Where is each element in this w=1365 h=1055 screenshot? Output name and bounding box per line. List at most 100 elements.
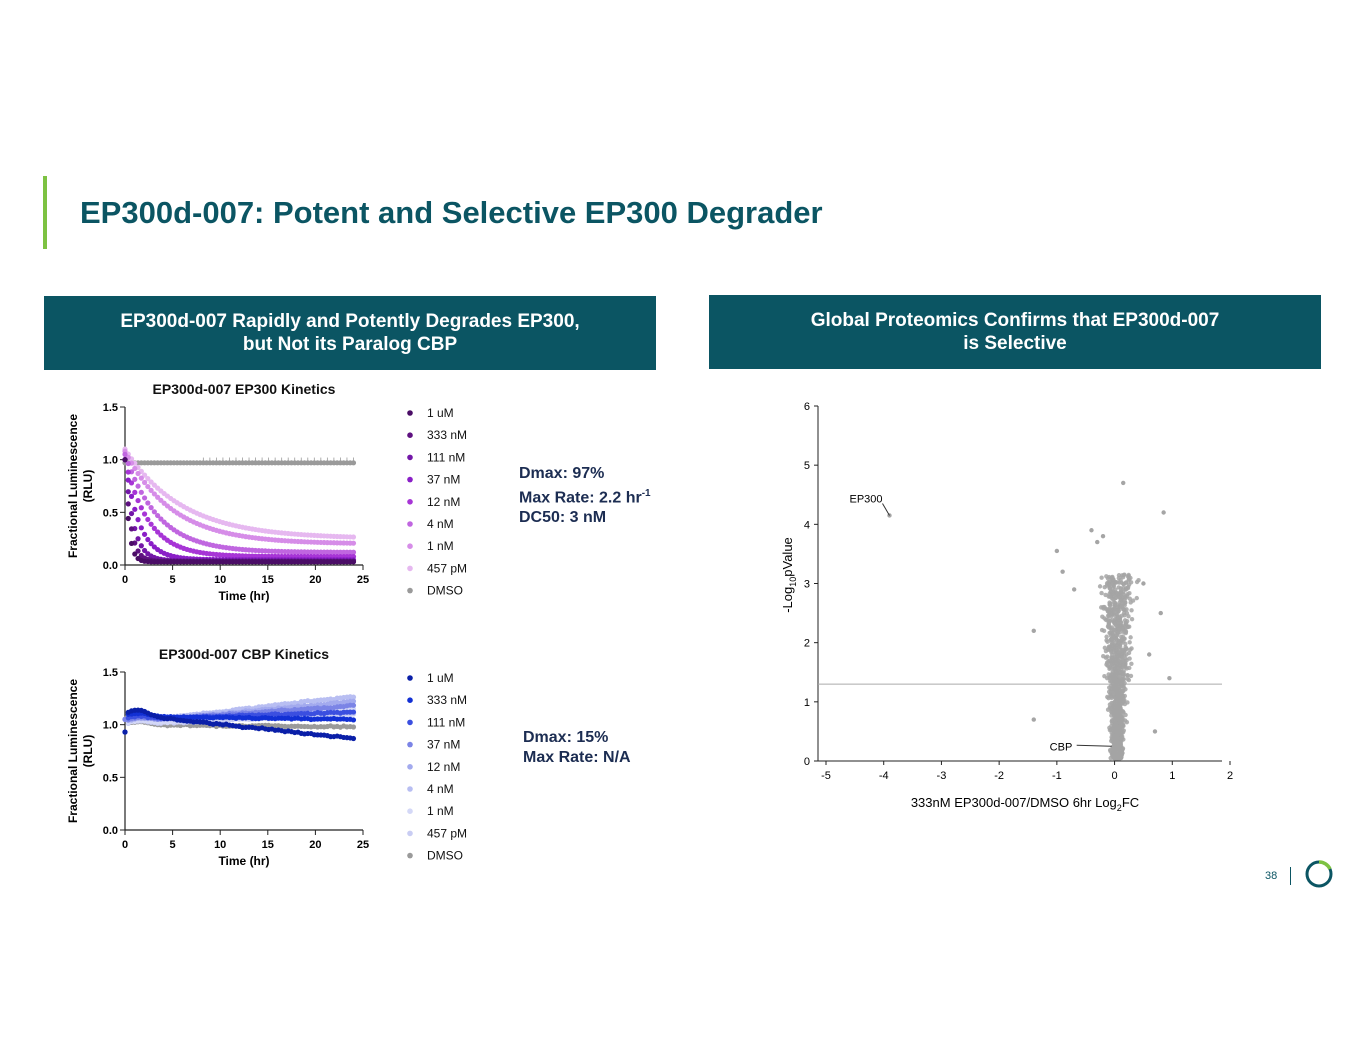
protein-point (1104, 634, 1109, 639)
x-axis-label: 333nM EP300d-007/DMSO 6hr Log2FC (911, 795, 1139, 813)
protein-point (1108, 589, 1113, 595)
data-point (141, 472, 148, 478)
x-tick-label: -5 (821, 770, 831, 782)
x-tick-label: 2 (1227, 770, 1233, 782)
y-tick-label: 0.5 (103, 507, 118, 519)
right-header-line2: is Selective (963, 333, 1067, 354)
data-point (132, 551, 138, 557)
data-point (122, 729, 128, 735)
data-point (151, 525, 157, 531)
legend-marker (407, 587, 413, 594)
protein-point (1104, 638, 1109, 643)
protein-point (1167, 675, 1172, 681)
x-axis-label: Time (hr) (218, 854, 269, 868)
protein-point (1113, 595, 1118, 601)
left-header-line2: but Not its Paralog CBP (242, 334, 458, 355)
chart-title: EP300d-007 CBP Kinetics (159, 646, 329, 662)
protein-point (1116, 687, 1122, 693)
data-point (148, 505, 154, 511)
cbp-label: CBP (1050, 741, 1073, 753)
protein-point (1141, 581, 1146, 586)
legend-label: 37 nM (427, 738, 460, 752)
y-tick-label: 3 (804, 579, 810, 591)
data-point (155, 494, 161, 500)
legend-label: 1 uM (427, 406, 454, 420)
protein-point (1071, 587, 1077, 592)
protein-point (1116, 585, 1121, 590)
data-point (350, 460, 357, 466)
legend-label: 12 nM (427, 495, 460, 509)
page-number-divider (1290, 867, 1291, 885)
protein-point (1114, 734, 1120, 740)
legend-marker (407, 786, 413, 792)
x-tick-label: 0 (1112, 770, 1118, 782)
legend-marker (407, 454, 413, 461)
protein-point (1031, 628, 1036, 634)
legend-marker (407, 808, 413, 814)
protein-point (1147, 652, 1152, 657)
protein-point (1097, 584, 1103, 589)
x-tick-label: 15 (262, 839, 274, 851)
protein-point (1128, 673, 1134, 679)
cbp-stats: Dmax: 15% Max Rate: N/A (523, 728, 631, 768)
protein-point (1107, 702, 1113, 707)
protein-point (1095, 539, 1100, 545)
legend-label: 1 nM (427, 804, 454, 818)
data-point (350, 694, 357, 700)
protein-point (1119, 604, 1125, 609)
data-point (135, 483, 141, 489)
x-tick-label: 15 (262, 574, 274, 586)
x-tick-label: 5 (170, 839, 176, 851)
data-point (125, 501, 131, 507)
legend-label: 111 nM (427, 450, 465, 464)
data-point (350, 724, 357, 730)
x-axis-label-tail: FC (1122, 795, 1139, 810)
chart-title: EP300d-007 EP300 Kinetics (153, 381, 336, 397)
y-tick-label: 0.5 (103, 772, 118, 784)
legend-label: 333 nM (427, 693, 467, 707)
ep300-stats: Dmax: 97% Max Rate: 2.2 hr-1 DC50: 3 nM (519, 464, 651, 528)
data-point (155, 529, 161, 535)
protein-point (1120, 574, 1126, 580)
page-number: 38 (1265, 870, 1278, 882)
protein-point (1161, 510, 1166, 515)
data-point (350, 549, 357, 555)
protein-point (1108, 755, 1113, 761)
y-tick-label: 1.5 (103, 402, 118, 414)
data-point (135, 517, 141, 523)
protein-point (1107, 606, 1112, 611)
protein-point (1116, 665, 1122, 671)
protein-point (1128, 580, 1134, 585)
protein-point (1127, 640, 1132, 645)
protein-point (1129, 661, 1134, 667)
y-axis-label: Fractional Luminescence (66, 414, 80, 558)
protein-point (1107, 685, 1112, 690)
protein-point (1108, 648, 1113, 653)
data-point (135, 536, 141, 542)
x-axis-label-main: 333nM EP300d-007/DMSO 6hr Log (911, 795, 1117, 810)
data-point (350, 534, 357, 540)
data-point (145, 500, 151, 506)
protein-point (1152, 729, 1158, 734)
legend-label: 333 nM (427, 428, 467, 442)
data-point (141, 547, 148, 554)
legend-marker (407, 565, 413, 572)
legend-marker (407, 410, 413, 416)
protein-point (1114, 608, 1120, 613)
legend-label: 111 nM (427, 715, 465, 729)
protein-point (1114, 662, 1119, 668)
protein-point (1121, 677, 1126, 682)
protein-point (1119, 657, 1125, 662)
x-tick-label: 10 (214, 574, 226, 586)
data-point (145, 476, 151, 482)
data-point (125, 489, 131, 495)
protein-point (1114, 602, 1119, 607)
page-title: EP300d-007: Potent and Selective EP300 D… (80, 195, 823, 230)
x-tick-label: 20 (309, 574, 321, 586)
data-point (151, 509, 157, 515)
protein-point (1128, 575, 1133, 581)
protein-point (1115, 615, 1120, 620)
y-axis-label-main: -Log (780, 587, 795, 613)
protein-point (1117, 626, 1122, 632)
protein-point (1125, 700, 1130, 705)
